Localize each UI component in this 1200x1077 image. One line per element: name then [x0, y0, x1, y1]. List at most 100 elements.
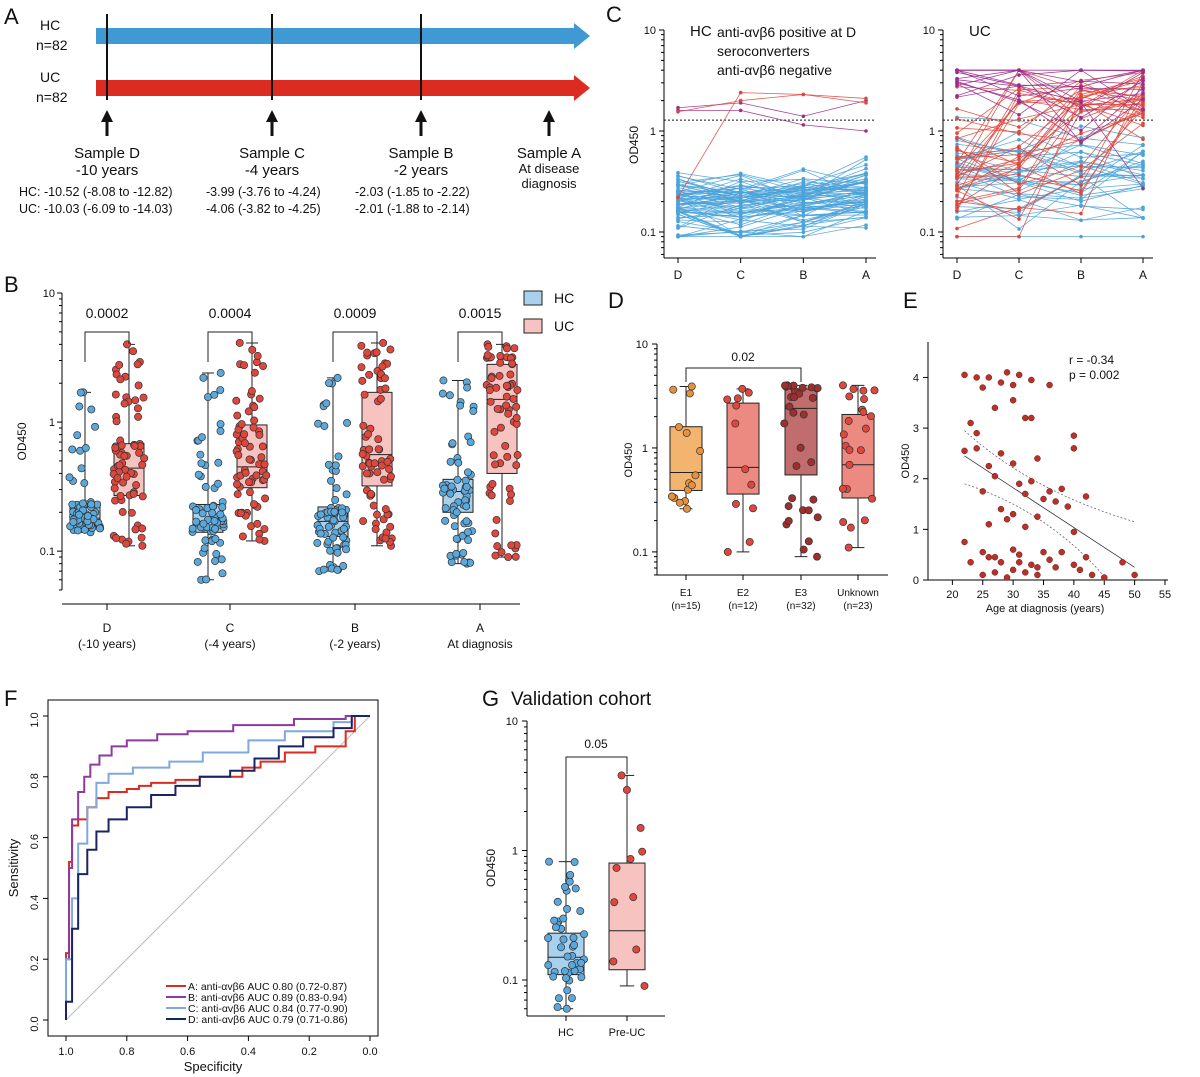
e-y-tick-label: 0 — [913, 575, 919, 587]
b-uc-point — [245, 488, 254, 497]
g-title: Validation cohort — [511, 689, 652, 710]
b-x-sublabel: (-10 years) — [78, 637, 136, 651]
c-hc-trajectory-point — [676, 199, 680, 203]
c-uc-trajectory-point — [1141, 166, 1145, 170]
c-uc-trajectory-point — [1141, 123, 1145, 128]
g-x-label: Pre-UC — [609, 1027, 646, 1039]
b-hc-point — [197, 459, 206, 468]
b-uc-point — [260, 460, 269, 469]
b-hc-point — [332, 484, 341, 493]
c-uc-trajectory-point — [955, 226, 959, 231]
b-uc-point — [122, 539, 131, 548]
b-hc-point — [339, 562, 348, 570]
c-hc-trajectory-point — [676, 174, 680, 178]
b-uc-point — [385, 465, 394, 474]
b-uc-point — [132, 481, 141, 490]
c-uc-trajectory-line — [956, 137, 1144, 182]
c-hc-trajectory-line — [677, 168, 867, 190]
c-hc-trajectory-line — [677, 181, 867, 198]
f-x-tick-label: 0.8 — [119, 1046, 134, 1058]
timeline-panel: HC n=82 UC n=82 Sample D-10 years Sample C-4 … — [19, 14, 590, 216]
e-x-tick-label: 35 — [1037, 589, 1049, 601]
b-bracket — [332, 331, 378, 362]
g-preuc-point — [612, 863, 621, 872]
b-uc-point — [116, 375, 125, 384]
b-uc-point — [233, 411, 242, 420]
b-hc-point — [452, 508, 461, 517]
d-group-point — [813, 552, 821, 561]
b-uc-point — [495, 371, 504, 380]
d-group-point — [723, 395, 732, 404]
b-uc-point — [488, 479, 497, 488]
b-uc-point — [139, 393, 148, 402]
c-uc-trajectory-point — [955, 126, 959, 130]
b-uc-point — [259, 362, 268, 371]
c-uc-trajectory-point — [1079, 196, 1083, 200]
c-hc-trajectory-point — [864, 226, 868, 230]
c-hc-trajectory-point — [738, 229, 743, 233]
g-hc-point — [563, 986, 572, 995]
b-hc-point — [453, 475, 462, 484]
b-hc-point — [201, 483, 210, 491]
e-x-tick-label: 55 — [1159, 589, 1171, 601]
b-uc-point — [502, 401, 511, 410]
c-uc-trajectory-point — [1079, 150, 1083, 154]
b-hc-point — [199, 519, 208, 528]
f-roc-curve — [65, 715, 370, 1020]
c-hc-trajectory-point — [801, 223, 806, 227]
b-hc-point — [329, 533, 338, 542]
e-point — [985, 553, 993, 561]
d-x-sublabel: (n=15) — [671, 601, 700, 612]
sample-label: Sample C — [239, 145, 305, 162]
e-point — [973, 445, 980, 452]
b-hc-point — [80, 479, 89, 488]
d-group-point — [844, 543, 853, 552]
e-point — [1058, 548, 1065, 556]
panel-letter-a: A — [4, 4, 19, 29]
c-hc-trajectory-line — [677, 194, 867, 208]
c-hc-trajectory-point — [801, 210, 806, 214]
d-group-point — [682, 504, 691, 513]
d-group-point — [785, 402, 794, 411]
c-uc-trajectory-point — [1079, 160, 1083, 165]
b-hc-point — [216, 369, 225, 377]
c-hc-trajectory-point — [864, 101, 868, 105]
c-hc-trajectory-point — [676, 209, 680, 214]
sample-label: -4 years — [245, 162, 299, 179]
c-uc-trajectory-point — [1017, 172, 1021, 177]
c-hc-trajectory-point — [801, 177, 806, 182]
c-hc-trajectory-point — [801, 192, 806, 197]
b-uc-point — [357, 341, 366, 350]
c-hc-trajectory-point — [801, 188, 806, 193]
b-hc-point — [69, 518, 78, 526]
c-hc-trajectory-point — [738, 172, 743, 177]
b-bracket — [207, 331, 253, 362]
c-hc-trajectory-line — [677, 203, 867, 238]
sample-arrow-head — [415, 110, 427, 122]
track-count: n=82 — [36, 89, 68, 105]
b-hc-point — [462, 517, 471, 526]
f-y-tick-label: 0.2 — [29, 956, 41, 971]
b-hc-point — [209, 502, 217, 511]
d-group-point — [798, 383, 807, 392]
c-hc-trajectory-point — [864, 166, 868, 171]
e-point — [961, 371, 968, 379]
d-x-label: Unknown — [837, 588, 879, 599]
d-group-point — [839, 381, 847, 390]
c-hc-title: HC — [690, 23, 712, 40]
track-label: HC — [40, 17, 60, 33]
c-uc-trajectory-point — [1017, 186, 1021, 190]
c-hc-trajectory-point — [801, 123, 806, 127]
b-hc-point — [316, 510, 325, 519]
b-hc-point — [211, 557, 219, 566]
d-group-point — [845, 445, 854, 454]
g-x-label: HC — [558, 1027, 574, 1039]
b-uc-point — [257, 453, 266, 462]
g-hc-point — [550, 916, 559, 925]
c-uc-trajectory-point — [1079, 179, 1083, 184]
d-x-label: E1 — [680, 588, 693, 599]
panel-letter-g: G — [482, 686, 499, 711]
b-uc-point — [134, 412, 143, 421]
c-uc-trajectory-point — [955, 174, 959, 178]
b-uc-point — [237, 420, 246, 428]
